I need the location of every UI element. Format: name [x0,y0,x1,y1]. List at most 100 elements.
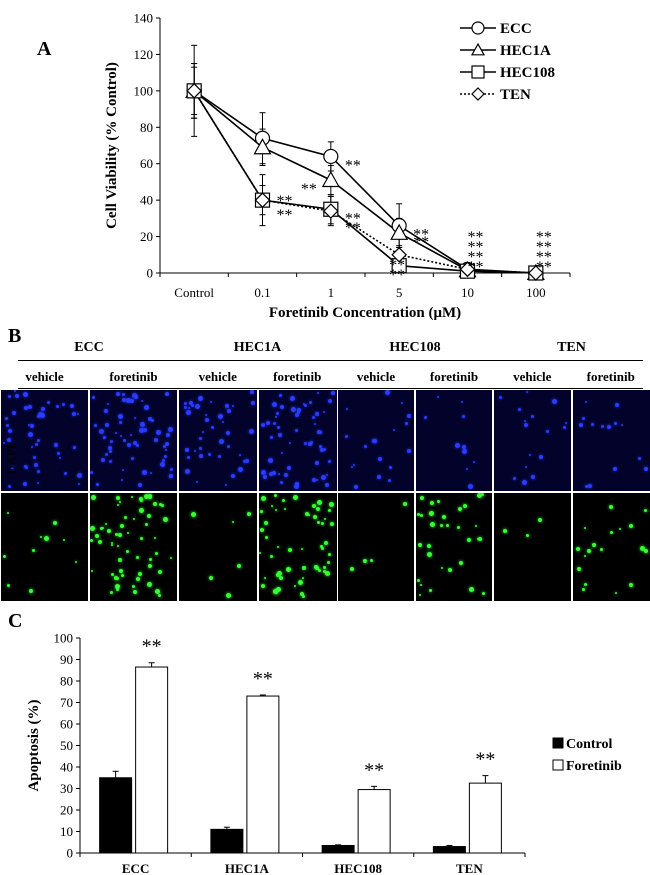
point-ten [322,203,339,219]
cell-nucleus [35,443,38,446]
dapi-image-ten-vehicle [494,390,571,491]
cell-nucleus [328,460,331,463]
cell-nucleus [11,466,14,469]
cell-nucleus [159,503,162,506]
cell-nucleus [123,439,126,442]
x-tick-label: 100 [526,285,546,300]
legend-label: Foretinib [566,759,622,774]
cell-nucleus [524,420,526,422]
cell-nucleus [455,443,460,448]
cell-nucleus [442,515,446,519]
cell-nucleus [615,403,619,407]
cell-nucleus [427,544,431,548]
cell-nucleus [44,536,49,541]
dapi-image-ecc-vehicle [1,390,88,491]
cell-nucleus [417,579,420,582]
cell-nucleus [116,392,120,396]
cell-nucleus [170,557,172,559]
group-label-hec108: HEC108 [389,340,441,355]
cell-nucleus [458,507,462,511]
cell-nucleus [314,423,316,425]
cell-nucleus [463,504,467,508]
cell-nucleus [629,524,633,528]
cell-nucleus [318,569,321,572]
cell-nucleus [72,412,76,416]
cell-nucleus [139,497,143,501]
cell-nucleus [345,435,348,438]
cell-nucleus [227,409,231,413]
cell-nucleus [418,543,422,547]
panel-label-b: B [8,325,22,347]
cell-nucleus [526,534,529,537]
cell-nucleus [317,500,322,505]
cell-nucleus [592,543,596,547]
cell-nucleus [420,514,423,517]
point-ten [459,261,476,278]
cell-nucleus [126,398,131,403]
significance-mark: ** [389,257,405,274]
significance-mark: ** [345,157,361,174]
significance-mark: ** [468,249,484,266]
cell-nucleus [302,566,306,570]
cell-nucleus [420,584,422,586]
cell-nucleus [136,556,139,559]
significance-mark: ** [468,239,484,256]
cell-nucleus [478,537,482,541]
y-tick-label: 140 [134,11,154,26]
legend-label: ECC [500,21,532,37]
cell-nucleus [122,469,124,471]
significance-mark: ** [345,210,361,227]
y-tick-label: 60 [60,717,73,732]
cell-nucleus [280,481,283,484]
y-tick-label: 100 [54,631,74,646]
panel-label-a: A [37,38,52,60]
legend-marker-ecc [471,21,485,35]
cell-nucleus [188,407,190,409]
cell-nucleus [328,553,331,556]
cell-nucleus [518,408,521,411]
cell-nucleus [25,466,28,469]
cell-nucleus [294,484,299,489]
bar-control [321,844,355,854]
casp-image-ecc-vehicle [1,493,88,601]
significance-mark: ** [253,668,273,690]
legend-swatch-foretinib [552,759,564,771]
casp-image-ecc-foretinib [90,493,177,601]
cell-nucleus [133,590,137,594]
cell-nucleus [477,538,479,540]
cell-nucleus [305,512,309,516]
cell-nucleus [41,407,45,411]
cell-nucleus [225,404,229,408]
cell-nucleus [329,502,334,507]
cell-nucleus [302,577,304,579]
cell-nucleus [148,417,152,421]
significance-mark: ** [413,227,429,244]
cell-nucleus [297,408,301,412]
cell-nucleus [138,483,142,487]
cell-nucleus [364,445,367,448]
cell-nucleus [462,449,467,454]
apoptosis-bar-chart: 0 10 20 30 40 50 60 70 80 90 100 ECC HEC1A HEC108 TEN A… [26,631,622,875]
significance-mark: ** [475,749,495,771]
cell-nucleus [28,424,30,426]
cell-nucleus [457,526,460,529]
point-hec1a [390,223,409,240]
cell-nucleus [301,548,303,550]
cell-nucleus [7,584,10,587]
cell-nucleus [195,404,200,409]
y-tick-label: 10 [60,824,73,839]
cell-nucleus [191,512,196,517]
cell-nucleus [232,521,234,523]
cell-nucleus [325,483,329,487]
cell-nucleus [275,416,277,418]
cell-nucleus [37,482,39,484]
cell-nucleus [448,568,452,572]
cell-nucleus [270,555,273,558]
cell-nucleus [576,547,580,551]
cell-nucleus [446,524,449,527]
cell-nucleus [105,453,108,456]
cell-nucleus [103,436,106,439]
condition-label: vehicle [25,369,64,384]
cell-nucleus [114,576,118,580]
cell-nucleus [503,529,507,533]
